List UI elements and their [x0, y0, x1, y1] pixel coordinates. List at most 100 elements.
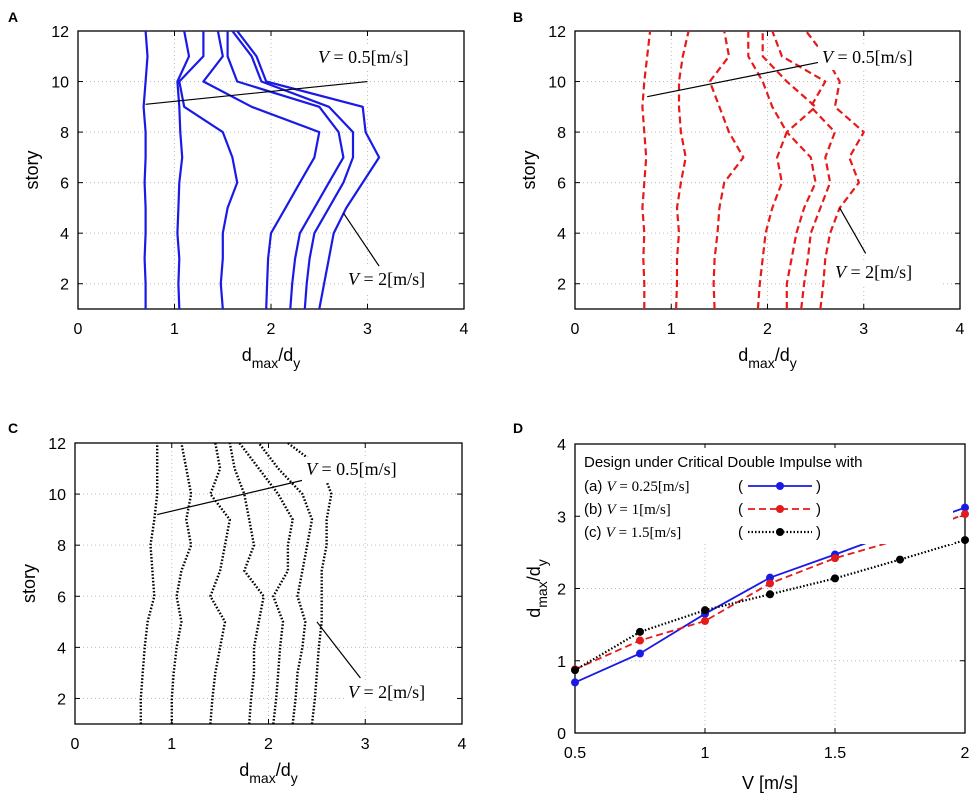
data-point — [766, 590, 774, 599]
annotation-bg — [818, 45, 948, 70]
annotation-leader — [839, 207, 867, 254]
x-axis-label-mid: /d — [775, 345, 790, 365]
series-line — [142, 30, 149, 309]
x-axis-label-mid: /d — [278, 345, 293, 365]
x-tick-label: 1 — [167, 736, 176, 753]
data-point — [636, 649, 644, 658]
legend-paren: ( — [738, 501, 743, 518]
x-tick-label: 0 — [571, 321, 580, 338]
annotation-bg — [831, 260, 943, 285]
legend-value: = 0.25[m/s] — [616, 479, 690, 495]
series-line — [176, 30, 191, 310]
y-tick-label: 2 — [557, 277, 566, 294]
annotation-value: = 0.5[m/s] — [329, 47, 409, 67]
series-line — [287, 442, 333, 725]
annotation-bg — [302, 457, 432, 482]
data-point — [961, 536, 969, 545]
x-tick-label: 2 — [961, 745, 970, 762]
y-tick-label: 10 — [548, 75, 566, 92]
x-axis-label: dmax/dy — [242, 345, 300, 371]
series-line — [675, 30, 690, 310]
panel-d: D 0.5 1 1.5 2 0 1 2 3 4 V [m/s] dmax/dy Design under… — [513, 420, 970, 793]
series-line — [708, 30, 745, 310]
x-tick-label: 0 — [74, 321, 83, 338]
series-line — [761, 31, 817, 309]
data-point — [831, 574, 839, 583]
legend-marker — [776, 505, 784, 513]
annotation-leader — [647, 59, 831, 98]
y-tick-label: 6 — [60, 176, 69, 193]
y-tick-label: 12 — [48, 436, 66, 453]
y-tick-label: 4 — [60, 226, 69, 243]
series-line — [236, 30, 381, 310]
x-axis-label-sub: y — [790, 355, 797, 371]
x-axis-label-d: d — [738, 345, 748, 365]
annotation-bg — [344, 680, 456, 705]
data-point — [571, 678, 579, 687]
x-tick-label: 2 — [763, 321, 772, 338]
annotation-bottom: V = 2[m/s] — [342, 212, 456, 292]
annotation-leader — [342, 212, 380, 267]
x-axis-label-sub: max — [748, 355, 774, 371]
annotation-value: = 2[m/s] — [846, 262, 912, 282]
annotation-var: V — [318, 47, 331, 67]
legend-marker — [776, 528, 784, 536]
series-line — [574, 539, 966, 672]
x-axis-label: dmax/dy — [738, 345, 796, 371]
legend-var: V — [607, 479, 618, 495]
x-tick-label: 0.5 — [564, 745, 586, 762]
annotation-text: V = 0.5[m/s] — [822, 47, 913, 67]
y-axis-label-mid: /d — [524, 566, 544, 581]
plot-frame — [574, 30, 961, 310]
legend-title: Design under Critical Double Impulse wit… — [584, 454, 862, 471]
data-point — [961, 510, 969, 519]
x-axis-label-sub: max — [252, 355, 278, 371]
legend-entry: (c) V = 1.5[m/s] — [584, 524, 681, 541]
x-axis-label: dmax/dy — [239, 760, 297, 786]
legend-entry: (b) V = 1[m/s] — [584, 501, 671, 518]
series-line — [257, 442, 314, 725]
legend-prefix: (b) — [584, 501, 607, 518]
y-axis-label: story — [19, 564, 39, 603]
annotation-var: V — [348, 682, 361, 702]
y-tick-label: 0 — [557, 726, 566, 743]
annotation-top: V = 0.5[m/s] — [157, 457, 432, 516]
y-tick-label: 8 — [557, 125, 566, 142]
series-line — [805, 30, 865, 310]
y-axis-label-sub: y — [534, 559, 550, 566]
legend-paren: ) — [816, 501, 821, 518]
series-line — [170, 442, 193, 724]
y-tick-label: 4 — [57, 640, 66, 657]
data-point — [896, 555, 904, 564]
y-tick-label: 8 — [57, 538, 66, 555]
legend-prefix: (c) — [584, 524, 606, 541]
x-tick-label: 1 — [170, 321, 179, 338]
y-tick-label: 2 — [57, 691, 66, 708]
data-point — [636, 627, 644, 636]
x-tick-label: 4 — [460, 321, 469, 338]
y-tick-label: 6 — [557, 176, 566, 193]
annotation-top: V = 0.5[m/s] — [647, 45, 948, 98]
legend-var: V — [607, 502, 618, 518]
x-axis-label-mid: /d — [276, 760, 291, 780]
annotation-var: V — [822, 47, 835, 67]
x-tick-label: 3 — [859, 321, 868, 338]
annotation-bottom: V = 2[m/s] — [831, 207, 943, 285]
legend: Design under Critical Double Impulse wit… — [581, 448, 953, 544]
legend-marker — [776, 482, 784, 490]
x-tick-label: 0 — [71, 736, 80, 753]
y-tick-label: 3 — [557, 509, 566, 526]
legend-var: V — [606, 525, 617, 541]
y-tick-label: 10 — [48, 487, 66, 504]
legend-paren: ) — [816, 478, 821, 495]
annotation-var: V — [835, 262, 848, 282]
series-line — [641, 30, 652, 309]
x-tick-label: 4 — [458, 736, 467, 753]
y-tick-label: 4 — [557, 437, 566, 454]
annotation-value: = 2[m/s] — [359, 682, 425, 702]
x-tick-label: 2 — [264, 736, 273, 753]
y-axis-label-d: d — [524, 608, 544, 618]
legend-paren: ( — [738, 478, 743, 495]
